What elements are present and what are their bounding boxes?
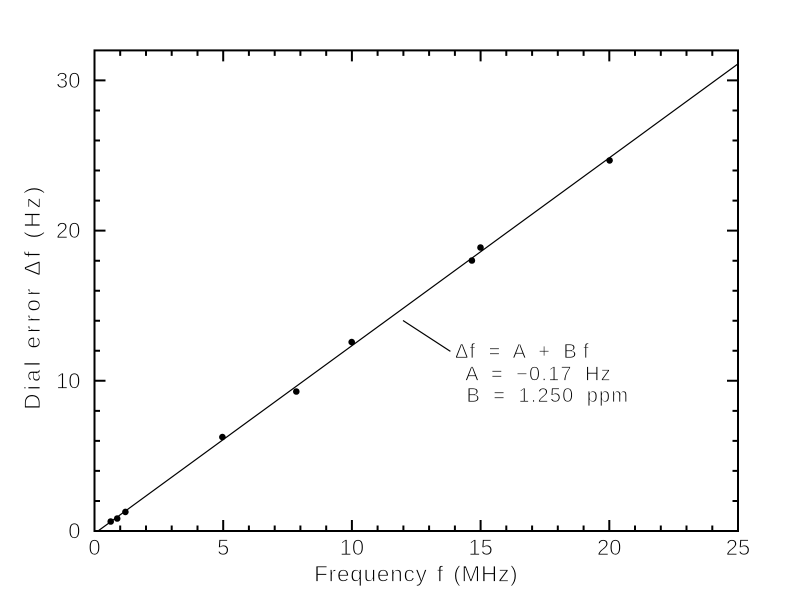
svg-text:B = 1.250 ppm: B = 1.250 ppm bbox=[467, 385, 630, 407]
svg-text:Frequency f (MHz): Frequency f (MHz) bbox=[314, 562, 518, 587]
svg-text:Dial error Δf (Hz): Dial error Δf (Hz) bbox=[20, 183, 45, 409]
svg-text:0: 0 bbox=[68, 519, 80, 544]
svg-text:10: 10 bbox=[56, 368, 80, 393]
svg-text:Δf = A + B f: Δf = A + B f bbox=[455, 341, 590, 363]
svg-text:25: 25 bbox=[726, 535, 750, 560]
svg-text:0: 0 bbox=[88, 535, 100, 560]
svg-text:10: 10 bbox=[340, 535, 364, 560]
svg-text:15: 15 bbox=[468, 535, 492, 560]
svg-text:A = −0.17 Hz: A = −0.17 Hz bbox=[465, 364, 612, 386]
svg-text:20: 20 bbox=[56, 218, 80, 243]
svg-text:30: 30 bbox=[56, 68, 80, 93]
svg-text:20: 20 bbox=[597, 535, 621, 560]
svg-text:5: 5 bbox=[217, 535, 229, 560]
